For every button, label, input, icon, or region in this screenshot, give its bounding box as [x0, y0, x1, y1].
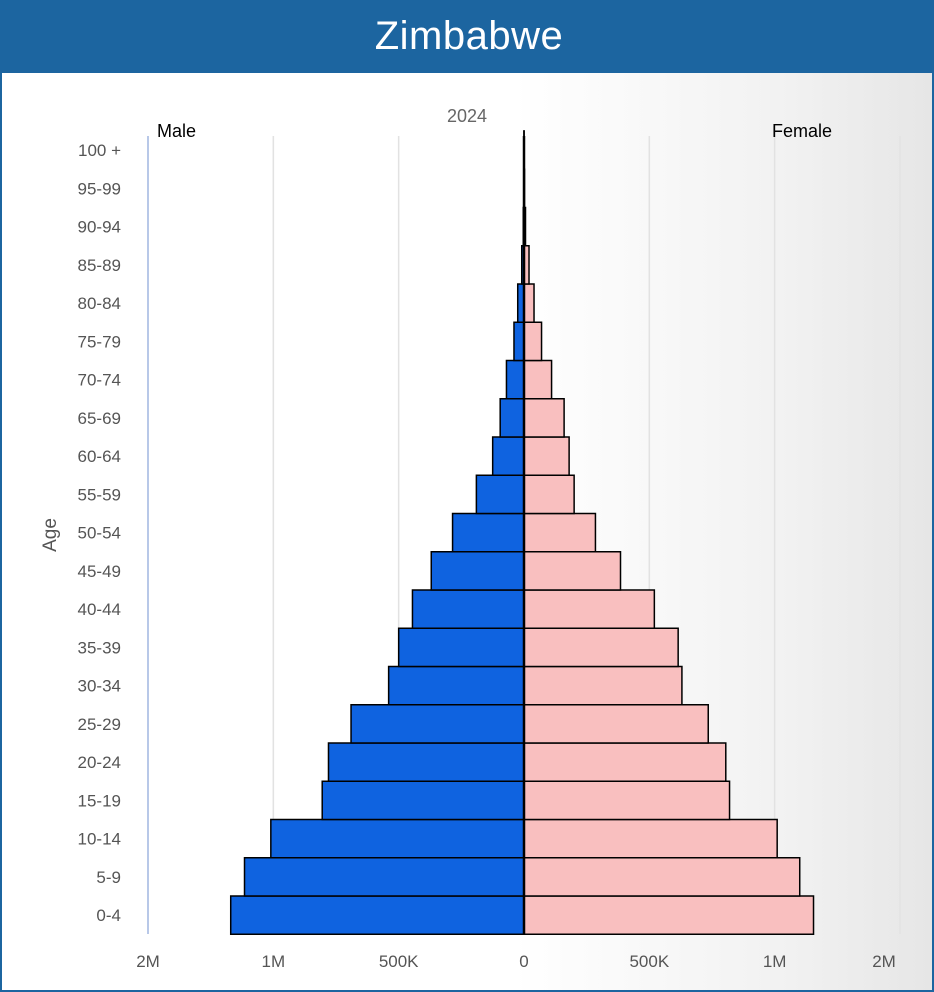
age-tick-label: 0-4 — [96, 906, 121, 925]
female-bar — [523, 436, 570, 476]
female-bar — [523, 589, 656, 629]
male-bar — [491, 436, 525, 476]
female-bar — [523, 474, 575, 515]
female-bar — [523, 398, 565, 438]
value-tick-label: 0 — [519, 952, 528, 971]
male-bar — [229, 895, 525, 935]
male-bar — [513, 321, 525, 362]
female-bar — [523, 780, 731, 821]
age-tick-label: 70-74 — [78, 371, 121, 390]
male-bar — [350, 704, 525, 744]
value-tick-label: 500K — [379, 952, 419, 971]
female-bar — [523, 895, 815, 935]
age-tick-label: 10-14 — [78, 830, 121, 849]
age-tick-label: 60-64 — [78, 447, 121, 466]
y-axis-label: Age — [40, 518, 61, 552]
female-bar — [523, 551, 622, 591]
age-tick-label: 75-79 — [78, 332, 121, 351]
female-bar — [523, 818, 778, 859]
male-bar — [397, 627, 525, 668]
age-tick-label: 20-24 — [78, 753, 121, 772]
male-bar — [411, 589, 525, 629]
age-tick-label: 95-99 — [78, 179, 121, 198]
female-bar — [523, 742, 727, 782]
age-tick-label: 85-89 — [78, 256, 121, 275]
age-tick-label: 40-44 — [78, 600, 121, 619]
value-tick-label: 1M — [763, 952, 787, 971]
male-bar — [451, 512, 525, 553]
female-bar — [523, 627, 679, 668]
male-label: Male — [157, 121, 196, 141]
age-tick-label: 90-94 — [78, 218, 121, 237]
female-label: Female — [772, 121, 832, 141]
value-tick-label: 500K — [629, 952, 669, 971]
female-bar — [523, 857, 801, 897]
value-tick-label: 2M — [872, 952, 896, 971]
age-tick-label: 100 + — [78, 141, 121, 160]
age-tick-label: 65-69 — [78, 409, 121, 428]
value-tick-labels: 2M 1M 500K 0 500K 1M 2M — [136, 952, 896, 971]
female-bar — [523, 359, 553, 400]
female-bar — [523, 512, 597, 553]
male-bar — [270, 818, 525, 859]
male-bar — [243, 857, 525, 897]
page-title: Zimbabwe — [2, 0, 934, 73]
female-bar — [523, 704, 709, 744]
male-bar — [499, 398, 525, 438]
age-tick-label: 80-84 — [78, 294, 121, 313]
age-tick-label: 55-59 — [78, 485, 121, 504]
male-bar — [387, 665, 525, 706]
age-tick-label: 5-9 — [96, 868, 121, 887]
age-tick-label: 35-39 — [78, 638, 121, 657]
age-tick-label: 15-19 — [78, 791, 121, 810]
age-tick-label: 50-54 — [78, 524, 121, 543]
value-tick-label: 2M — [136, 952, 160, 971]
female-bar — [523, 665, 683, 706]
age-tick-label: 25-29 — [78, 715, 121, 734]
male-bar — [430, 551, 525, 591]
age-tick-label: 45-49 — [78, 562, 121, 581]
age-tick-label: 30-34 — [78, 677, 121, 696]
male-bar — [327, 742, 525, 782]
male-bar — [475, 474, 525, 515]
age-tick-labels: 0-4 5-9 10-14 15-19 20-24 25-29 30-34 35-39 40-4… — [78, 141, 122, 925]
chart-subtitle: 2024 — [447, 106, 487, 126]
female-bar — [523, 283, 535, 323]
value-tick-label: 1M — [262, 952, 286, 971]
male-bar — [321, 780, 525, 821]
bars-group — [229, 130, 815, 935]
female-bar — [523, 321, 543, 362]
male-bar — [505, 359, 525, 400]
